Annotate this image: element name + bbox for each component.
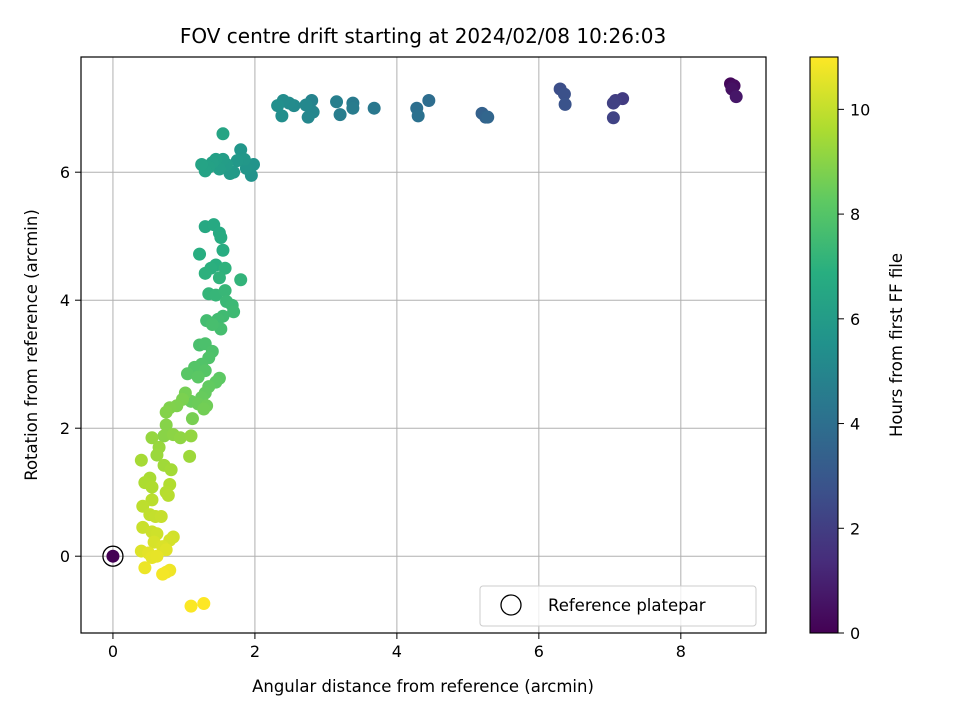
- data-point: [299, 98, 313, 112]
- data-point: [161, 488, 175, 502]
- data-point: [185, 412, 199, 426]
- data-point: [216, 243, 230, 257]
- y-tick-label: 6: [60, 163, 70, 182]
- legend: Reference platepar: [479, 585, 757, 627]
- colorbar-label: Hours from first FF file: [887, 253, 906, 437]
- reference-platepar-marker: [102, 545, 124, 567]
- colorbar-gradient: [809, 56, 839, 634]
- data-point: [193, 247, 207, 261]
- data-point: [183, 449, 197, 463]
- x-axis-label: Angular distance from reference (arcmin): [252, 677, 594, 696]
- legend-marker-open-circle: [500, 594, 522, 616]
- plot-frame: [80, 56, 767, 634]
- x-tick-label: 8: [676, 642, 686, 661]
- data-point: [197, 597, 211, 611]
- colorbar-tick-label: 6: [850, 310, 860, 329]
- data-point: [606, 111, 620, 125]
- data-point: [159, 405, 173, 419]
- data-point: [145, 493, 159, 507]
- x-tick-label: 2: [250, 642, 260, 661]
- data-point: [230, 154, 244, 168]
- x-tick-label: 0: [108, 642, 118, 661]
- data-point: [191, 370, 205, 384]
- x-axis-ticks: 0 2 4 6 8: [108, 633, 686, 661]
- chart-title: FOV centre drift starting at 2024/02/08 …: [180, 24, 666, 48]
- scatter-points: [106, 77, 743, 613]
- data-point: [422, 94, 436, 108]
- data-point: [218, 261, 232, 275]
- colorbar-ticks: 0 2 4 6 8 10: [838, 100, 870, 643]
- y-tick-label: 2: [60, 419, 70, 438]
- data-point: [145, 480, 159, 494]
- data-point: [212, 271, 226, 285]
- colorbar-tick-label: 2: [850, 519, 860, 538]
- data-point: [184, 599, 198, 613]
- data-point: [145, 431, 159, 445]
- legend-entry-reference-platepar: Reference platepar: [548, 596, 706, 615]
- data-point: [214, 230, 228, 244]
- colorbar-tick-label: 8: [850, 205, 860, 224]
- data-point: [234, 273, 248, 287]
- data-point: [333, 108, 347, 122]
- data-point: [150, 549, 164, 563]
- data-point: [218, 284, 232, 298]
- data-point: [227, 305, 241, 319]
- colorbar: 0 2 4 6 8 10 Hours from first FF file: [809, 56, 906, 643]
- data-point: [150, 448, 164, 462]
- data-point: [198, 266, 212, 280]
- colorbar-tick-label: 4: [850, 415, 860, 434]
- x-tick-label: 6: [534, 642, 544, 661]
- data-point: [156, 567, 170, 581]
- data-point: [154, 510, 168, 524]
- data-point: [138, 561, 152, 575]
- data-point: [606, 96, 620, 110]
- reference-marker-layer: [102, 545, 124, 567]
- data-point: [558, 97, 572, 111]
- colorbar-tick-label: 0: [850, 624, 860, 643]
- data-point: [729, 90, 743, 104]
- data-point: [411, 109, 425, 123]
- data-point: [346, 101, 360, 115]
- data-point: [205, 318, 219, 332]
- y-axis-label: Rotation from reference (arcmin): [22, 209, 41, 481]
- data-point: [197, 402, 211, 416]
- data-point: [481, 110, 495, 124]
- data-point: [367, 101, 381, 115]
- data-point: [180, 367, 194, 381]
- x-tick-label: 4: [392, 642, 402, 661]
- data-point: [184, 429, 198, 443]
- data-point: [557, 87, 571, 101]
- data-point: [164, 463, 178, 477]
- data-point: [134, 453, 148, 467]
- data-point: [106, 549, 120, 563]
- y-axis-ticks: 0 2 4 6: [60, 163, 81, 566]
- data-point: [301, 110, 315, 124]
- data-point: [275, 109, 289, 123]
- colorbar-tick-label: 10: [850, 100, 870, 119]
- grid-lines: [81, 57, 766, 633]
- data-point: [330, 95, 344, 109]
- data-point: [159, 543, 173, 557]
- y-tick-label: 4: [60, 291, 70, 310]
- data-point: [216, 127, 230, 141]
- data-point: [271, 99, 285, 113]
- data-point: [173, 431, 187, 445]
- legend-box: [479, 585, 757, 627]
- data-point: [159, 418, 173, 432]
- y-tick-label: 0: [60, 547, 70, 566]
- data-point: [195, 158, 209, 172]
